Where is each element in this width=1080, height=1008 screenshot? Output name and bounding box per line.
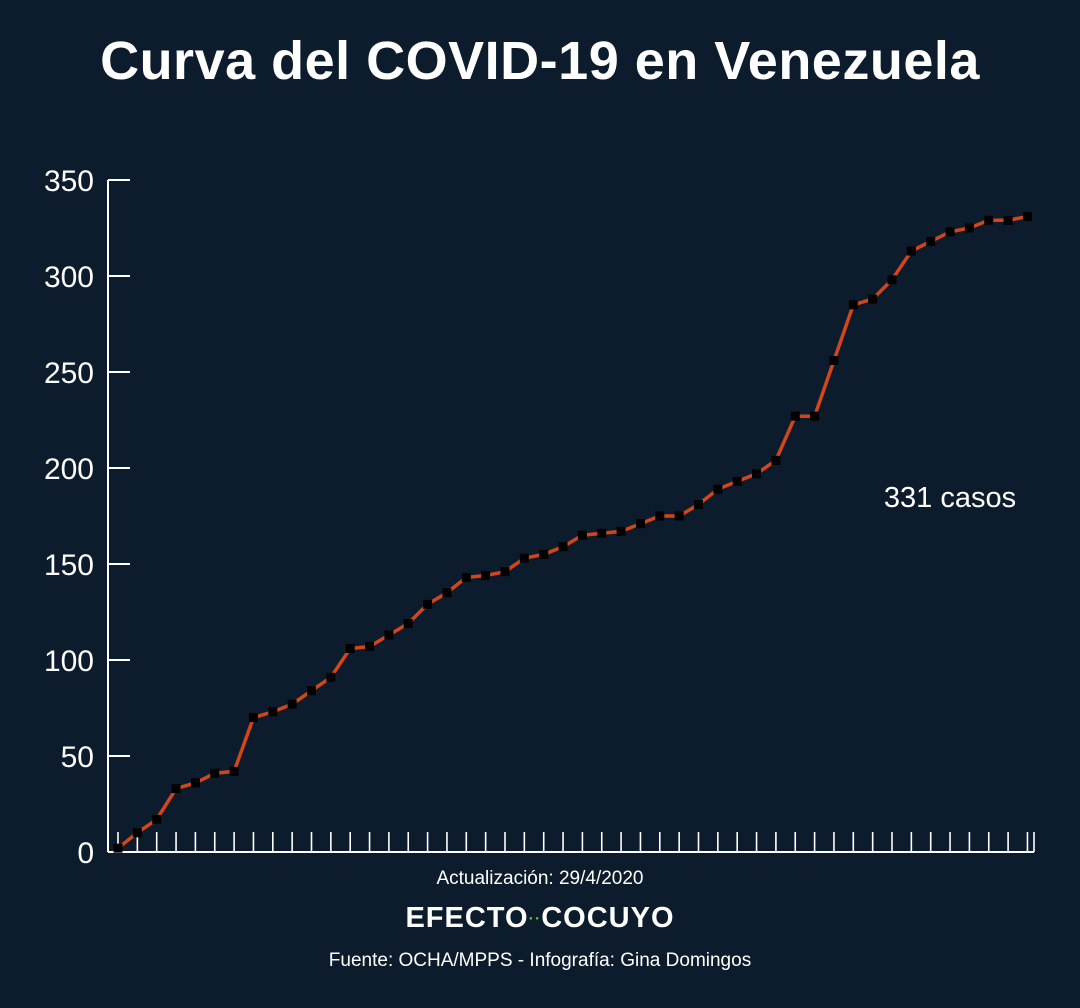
series-covid-cases [113, 211, 1032, 853]
data-point [307, 686, 316, 696]
data-point [326, 672, 336, 682]
data-point [964, 223, 974, 233]
update-date: Actualización: 29/4/2020 [436, 868, 644, 889]
series-line [116, 214, 1028, 850]
brand-logo: EFECTO··COCUYO [0, 902, 1080, 935]
data-point [713, 484, 723, 494]
data-point [519, 553, 529, 563]
data-point [190, 778, 200, 788]
data-point [945, 227, 955, 237]
data-point [848, 300, 858, 310]
data-point [287, 699, 297, 709]
data-point [481, 571, 491, 581]
data-point [868, 294, 878, 304]
data-point [558, 542, 568, 552]
data-point [132, 828, 142, 838]
data-point [403, 619, 413, 629]
data-point [887, 275, 897, 285]
data-point [113, 843, 123, 853]
data-point [268, 707, 278, 717]
data-point [539, 549, 549, 559]
data-point [229, 766, 239, 776]
data-point [442, 588, 452, 598]
source-credit: Fuente: OCHA/MPPS - Infografía: Gina Dom… [328, 950, 752, 971]
brand-dots: ·· [528, 910, 542, 928]
data-point [384, 630, 394, 640]
total-cases-annotation: 331 casos [883, 482, 1017, 514]
data-point [365, 642, 375, 652]
y-tick-label: 0 [77, 837, 94, 870]
data-point [732, 476, 742, 486]
data-point [694, 499, 703, 509]
data-point [1003, 215, 1013, 225]
y-tick-label: 350 [44, 165, 94, 198]
data-point [829, 355, 839, 365]
y-tick-label: 250 [44, 357, 94, 390]
data-point [152, 814, 162, 824]
data-point [810, 411, 820, 421]
data-point [616, 526, 626, 536]
x-axis [108, 832, 1035, 853]
data-point [771, 455, 781, 465]
y-tick-label: 50 [61, 741, 94, 774]
data-point [926, 236, 936, 246]
data-point [210, 768, 220, 778]
data-point [752, 469, 762, 479]
data-point [248, 713, 258, 723]
brand-left: EFECTO [405, 902, 529, 934]
y-tick-label: 100 [44, 645, 94, 678]
y-tick-label: 150 [44, 549, 94, 582]
brand-right: COCUYO [541, 902, 675, 934]
y-tick-label: 300 [44, 261, 94, 294]
data-point [984, 215, 994, 225]
data-point [635, 519, 645, 529]
data-point [500, 567, 510, 577]
y-axis: 0 50 100 150 200 250 300 350 [44, 165, 130, 870]
data-point [906, 246, 916, 256]
data-point [1022, 211, 1032, 221]
data-point [345, 643, 355, 653]
y-tick-label: 200 [44, 453, 94, 486]
data-point [655, 511, 665, 521]
data-point [597, 528, 607, 538]
data-point [171, 784, 181, 794]
page-title: Curva del COVID-19 en Venezuela [100, 31, 980, 91]
data-point [577, 530, 587, 540]
data-point [423, 599, 433, 609]
data-point [461, 572, 471, 582]
data-point [790, 411, 800, 421]
data-point [674, 511, 684, 521]
